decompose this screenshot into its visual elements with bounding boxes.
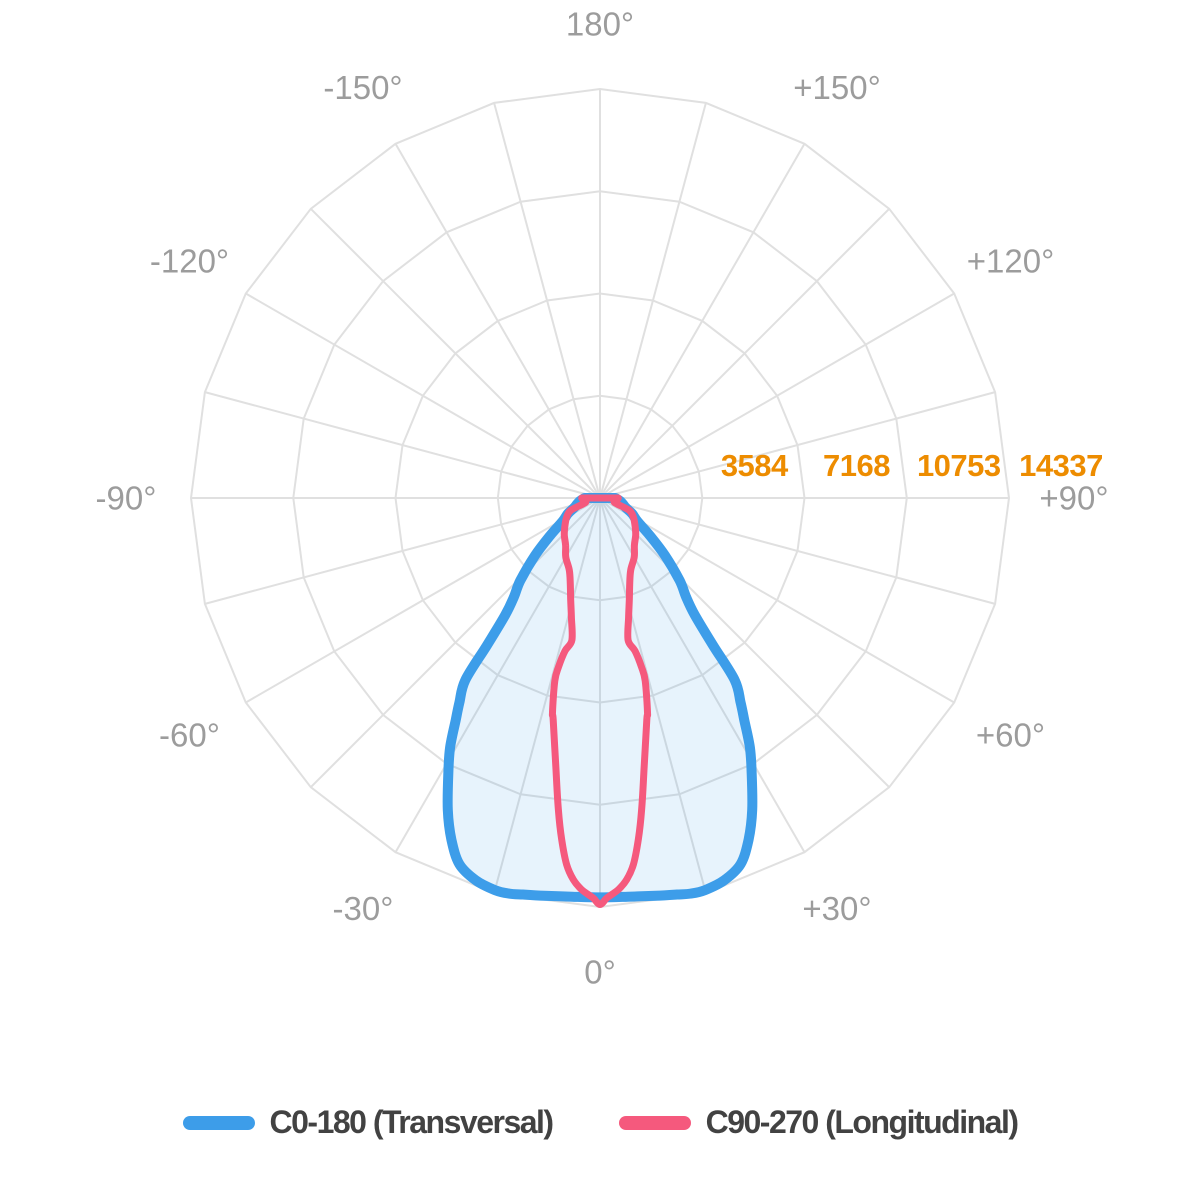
grid-spoke [394,143,601,499]
angle-label: +30° [802,890,871,927]
grid-spoke [493,497,601,894]
grid-spoke [599,208,890,499]
grid-spoke [599,497,707,894]
legend-label-c0-180: C0-180 (Transversal) [269,1104,555,1140]
grid-spoke [599,497,890,788]
grid-spoke [599,497,996,605]
angle-label: +60° [976,717,1045,754]
legend: C0-180 (Transversal) C90-270 (Longitudin… [0,1104,1200,1141]
legend-label-c90-270: C90-270 (Longitudinal) [705,1104,1019,1140]
angle-label: +120° [967,243,1055,280]
legend-item-c90-270[interactable]: C90-270 (Longitudinal) [618,1104,1019,1141]
series-c0-180-curve [442,493,758,903]
grid-spoke [310,208,601,499]
grid-spoke [245,497,601,704]
grid-spoke [599,102,707,499]
angle-label: +150° [793,69,881,106]
angle-label: -60° [159,717,220,754]
grid-spoke [599,391,996,499]
radius-tick-label: 3584 [721,448,789,483]
radius-tick-label: 10753 [917,448,1001,483]
angle-label: -30° [333,890,394,927]
legend-item-c0-180[interactable]: C0-180 (Transversal) [182,1104,555,1141]
grid-spoke [599,143,806,499]
angle-label: 0° [584,954,616,991]
grid-spoke [204,497,601,605]
radius-tick-label: 14337 [1019,448,1103,483]
angle-label: -120° [150,243,229,280]
angle-label: 180° [566,6,634,43]
legend-swatch-c90-270 [618,1115,691,1130]
grid-spoke [245,292,601,499]
angle-label: -150° [323,69,402,106]
radius-tick-label: 7168 [823,448,890,483]
grid-spoke [310,497,601,788]
angle-label: +90° [1039,480,1108,517]
grid-spoke [493,102,601,499]
grid-spoke [599,497,955,704]
series-c90-270-curve [548,494,652,908]
legend-swatch-c0-180 [182,1115,255,1130]
angle-label: -90° [96,480,157,517]
grid-spoke [204,391,601,499]
grid-spoke [599,292,955,499]
